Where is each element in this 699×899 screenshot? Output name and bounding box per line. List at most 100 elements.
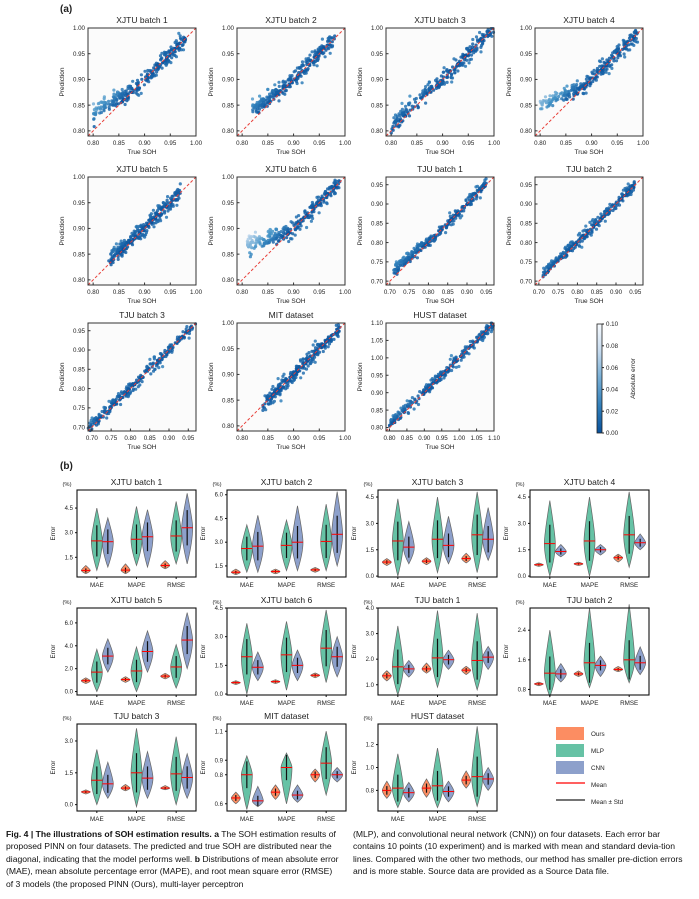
scatter-point	[276, 389, 280, 393]
y-tick-label: 1.10	[371, 320, 384, 327]
scatter-point	[294, 79, 299, 84]
x-tick-label: 0.85	[560, 140, 573, 147]
scatter-point	[118, 394, 122, 399]
scatter-point	[397, 411, 401, 415]
scatter-point	[463, 64, 468, 68]
scatter-point	[94, 112, 98, 116]
scatter-point	[276, 377, 280, 381]
scatter-point	[160, 51, 164, 55]
scatter-point	[120, 252, 124, 256]
scatter-point	[246, 243, 250, 247]
scatter-point	[315, 64, 319, 68]
scatter-point	[171, 345, 175, 349]
scatter-point	[475, 339, 480, 343]
scatter-point	[444, 231, 448, 235]
x-tick-label: 0.95	[436, 435, 449, 442]
violin-subplot: MIT dataset (%) 0.6 0.8 0.9 1.1 MAE MAPE RMSE Err…	[200, 711, 347, 823]
scatter-subplot: TJU batch 3 0.700.70 0.75 0.75 0.80 0.80 0.85 0…	[59, 310, 198, 451]
scatter-point	[155, 70, 159, 74]
scatter-point	[102, 105, 106, 109]
scatter-point	[471, 198, 475, 202]
scatter-point	[300, 81, 304, 85]
scatter-point	[301, 371, 305, 375]
x-axis-label: True SOH	[127, 444, 156, 451]
scatter-point	[184, 327, 188, 331]
x-axis-label: True SOH	[276, 298, 305, 305]
scatter-point	[610, 53, 614, 57]
x-tick-label: MAPE	[278, 700, 296, 707]
scatter-point	[451, 222, 455, 226]
y-tick-label: 0.75	[520, 259, 533, 266]
scatter-point	[453, 68, 457, 72]
scatter-point	[313, 50, 317, 54]
scatter-point	[157, 366, 161, 370]
scatter-point	[598, 64, 602, 68]
scatter-point	[459, 358, 463, 362]
scatter-point	[400, 260, 404, 264]
colorbar-tick-label: 0.02	[606, 408, 619, 415]
scatter-point	[543, 268, 547, 272]
y-tick-label: 1.5	[65, 555, 74, 561]
scatter-point	[632, 181, 636, 185]
y-unit-label: (%)	[62, 716, 71, 722]
x-tick-label: 0.85	[113, 140, 126, 147]
scatter-point	[158, 65, 162, 69]
scatter-point	[421, 94, 425, 98]
scatter-point	[102, 109, 106, 113]
scatter-point	[442, 66, 446, 70]
y-tick-label: 0.8	[518, 687, 527, 693]
scatter-point	[575, 79, 579, 83]
scatter-point	[117, 94, 121, 98]
scatter-point	[563, 88, 567, 92]
scatter-point	[326, 187, 330, 191]
scatter-point	[418, 93, 422, 97]
scatter-point	[135, 224, 139, 228]
scatter-point	[275, 91, 279, 95]
scatter-point	[310, 214, 314, 218]
scatter-point	[310, 349, 314, 353]
scatter-point	[253, 230, 257, 234]
x-tick-label: MAPE	[429, 816, 447, 823]
scatter-point	[130, 383, 134, 387]
y-tick-label: 0.0	[65, 803, 74, 809]
x-tick-label: MAPE	[581, 582, 599, 589]
scatter-point	[129, 235, 133, 239]
scatter-point	[439, 371, 443, 375]
y-axis-label: Prediction	[357, 67, 364, 96]
scatter-point	[577, 87, 581, 91]
scatter-point	[480, 43, 484, 48]
x-tick-label: 1.00	[190, 140, 203, 147]
scatter-point	[297, 365, 302, 369]
scatter-point	[325, 202, 329, 206]
scatter-point	[248, 255, 252, 259]
y-unit-label: (%)	[212, 716, 221, 722]
scatter-point	[431, 378, 435, 382]
scatter-point	[271, 92, 276, 96]
scatter-point	[326, 345, 330, 349]
scatter-point	[135, 89, 139, 93]
scatter-point	[315, 195, 319, 199]
scatter-point	[437, 225, 441, 229]
scatter-point	[400, 101, 404, 105]
scatter-point	[545, 105, 549, 109]
scatter-point	[271, 236, 275, 240]
y-tick-label: 0.85	[222, 397, 235, 404]
x-tick-label: 0.80	[236, 140, 249, 147]
scatter-point	[313, 346, 318, 350]
scatter-point	[300, 60, 305, 64]
scatter-point	[416, 244, 420, 248]
x-tick-label: 0.80	[383, 435, 396, 442]
x-tick-label: 0.80	[87, 289, 100, 296]
scatter-point	[154, 73, 158, 77]
scatter-point	[568, 241, 573, 245]
scatter-point	[286, 78, 290, 82]
x-tick-label: 0.90	[288, 140, 301, 147]
scatter-point	[410, 250, 414, 254]
scatter-point	[444, 225, 448, 230]
scatter-point	[610, 63, 614, 67]
scatter-point	[179, 37, 183, 41]
y-tick-label: 0.95	[520, 51, 533, 58]
scatter-point	[438, 379, 442, 383]
scatter-point	[128, 86, 132, 90]
identity-line	[385, 322, 495, 432]
